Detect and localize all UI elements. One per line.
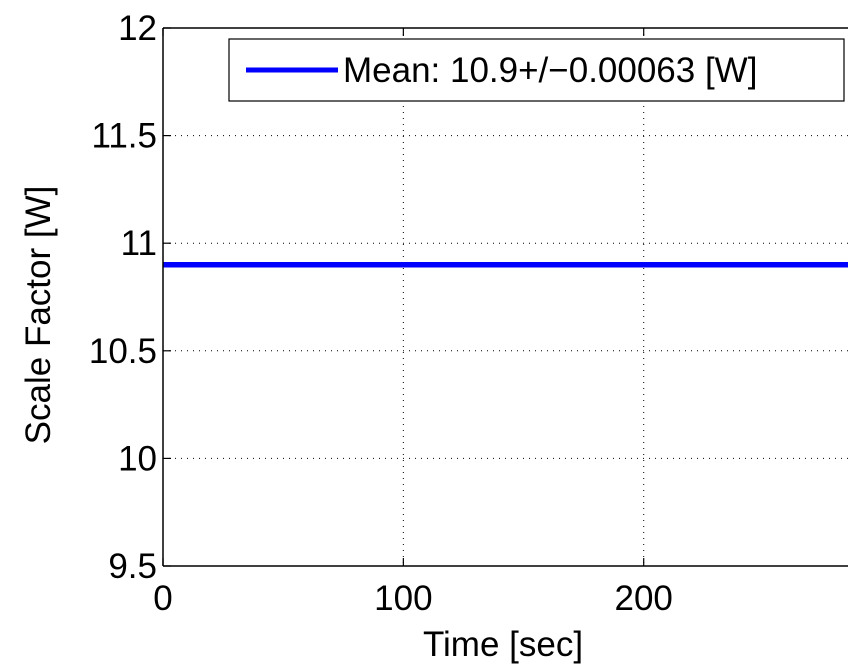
y-tick-label: 11.5 — [91, 117, 157, 156]
grid-lines — [163, 28, 848, 566]
plot-area — [163, 28, 848, 566]
x-axis-label: Time [sec] — [423, 625, 583, 664]
legend: Mean: 10.9+/−0.00063 [W] — [228, 38, 845, 102]
axes — [162, 27, 848, 567]
y-axis-label: Scale Factor [W] — [19, 186, 58, 445]
y-tick-label: 9.5 — [108, 547, 157, 586]
x-tick-label: 100 — [374, 579, 432, 618]
y-tick-label: 11 — [121, 224, 157, 263]
x-tick-label: 0 — [153, 579, 172, 618]
legend-label: Mean: 10.9+/−0.00063 [W] — [343, 51, 757, 90]
y-tick-label: 12 — [118, 9, 157, 48]
tick-labels: 0 100 200 9.5 10 10.5 11 11.5 12 — [89, 9, 673, 618]
y-tick-label: 10.5 — [89, 332, 157, 371]
tick-marks — [162, 27, 645, 567]
y-tick-label: 10 — [118, 439, 157, 478]
x-tick-label: 200 — [614, 579, 672, 618]
